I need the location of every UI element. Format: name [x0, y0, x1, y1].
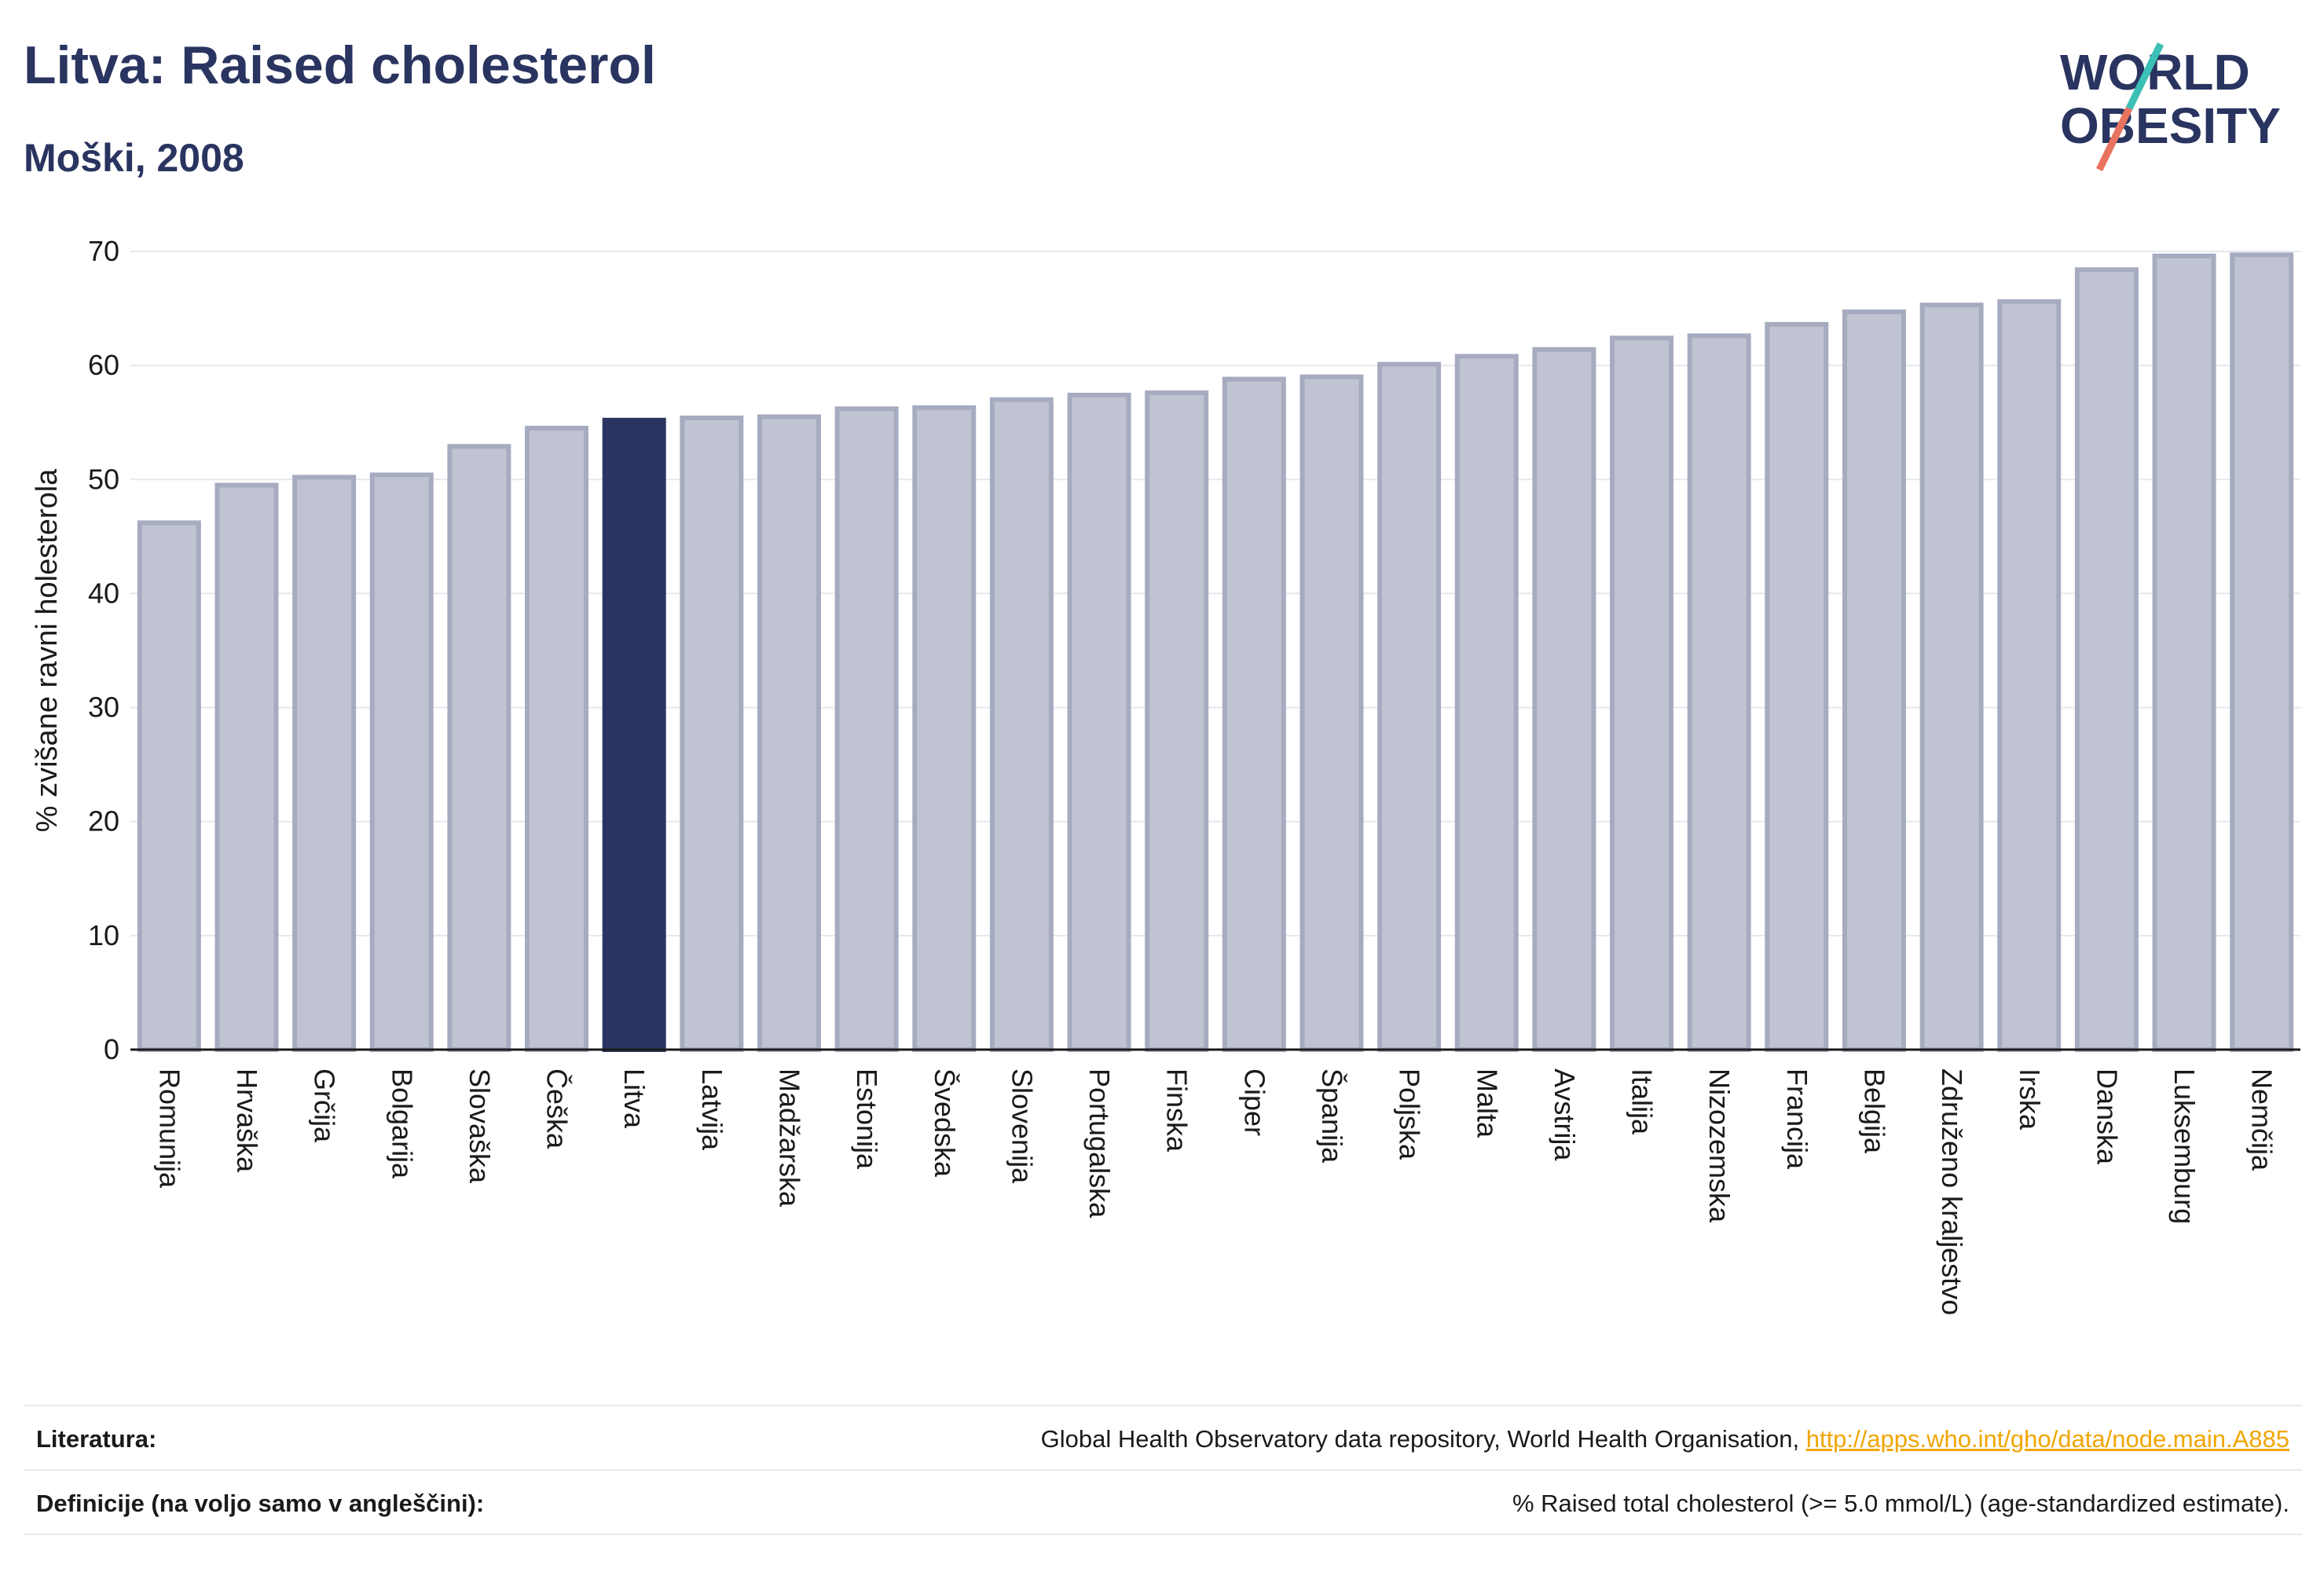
bar [2230, 252, 2294, 1052]
x-tick-label: Združeno kraljestvo [1936, 1068, 1968, 1315]
bar [1454, 354, 1519, 1052]
logo-slash-teal [2125, 42, 2165, 110]
bar [525, 425, 589, 1052]
page-title: Litva: Raised cholesterol [24, 35, 656, 95]
source-label: Literatura: [36, 1425, 157, 1453]
bar [2152, 253, 2216, 1052]
x-tick-label: Slovaška [464, 1068, 496, 1184]
x-tick-label: Poljska [1394, 1068, 1426, 1160]
x-tick-label: Latvija [696, 1068, 728, 1151]
y-tick-label: 20 [88, 805, 119, 837]
x-tick-label: Portugalska [1083, 1068, 1116, 1219]
definition-label: Definicije (na voljo samo v angleščini): [36, 1490, 485, 1517]
source-text: Global Health Observatory data repositor… [1040, 1425, 1800, 1453]
bar [1145, 390, 1209, 1052]
x-tick-label: Bolgarija [386, 1068, 418, 1179]
bar [214, 482, 279, 1052]
y-tick-label: 40 [88, 577, 119, 609]
x-tick-label: Češka [541, 1068, 574, 1149]
footer-rule-bottom [24, 1534, 2302, 1535]
bar [912, 405, 977, 1052]
x-tick-label: Slovenija [1006, 1068, 1038, 1184]
x-tick-label: Luksemburg [2168, 1068, 2201, 1224]
x-tick-label: Litva [618, 1068, 651, 1129]
bar [602, 417, 666, 1052]
bar [2074, 267, 2139, 1053]
y-tick-label: 60 [88, 349, 119, 381]
x-tick-label: Malta [1471, 1068, 1503, 1138]
x-tick-label: Francija [1781, 1068, 1813, 1170]
y-tick-label: 0 [104, 1033, 119, 1065]
bar [834, 406, 899, 1052]
x-tick-label: Irska [2014, 1068, 2046, 1131]
x-tick-label: Danska [2091, 1068, 2123, 1165]
bar [1842, 309, 1906, 1052]
bar [1997, 299, 2062, 1052]
x-tick-label: Estonija [851, 1068, 883, 1170]
x-tick-label: Španija [1316, 1068, 1348, 1164]
source-link[interactable]: http://apps.who.int/gho/data/node.main.A… [1805, 1425, 2289, 1453]
y-tick-label: 30 [88, 691, 119, 724]
bar [1222, 376, 1286, 1052]
bar [292, 475, 357, 1052]
world-obesity-logo: WORLD OBESITY [2060, 42, 2281, 171]
bar [369, 472, 434, 1052]
bar [989, 397, 1054, 1052]
x-tick-label: Avstrija [1549, 1068, 1581, 1161]
definition-text: % Raised total cholesterol (>= 5.0 mmol/… [1512, 1490, 2289, 1517]
logo-line2: OBESITY [2060, 97, 2281, 154]
y-axis-label: % zvišane ravni holesterola [31, 468, 64, 832]
page-subtitle: Moški, 2008 [24, 136, 244, 180]
x-tick-label: Nemčija [2246, 1068, 2278, 1171]
bar [1610, 335, 1674, 1052]
x-tick-label: Romunija [153, 1068, 185, 1189]
source-value: Global Health Observatory data repositor… [1041, 1425, 2289, 1453]
x-tick-label: Grčija [309, 1068, 341, 1143]
x-tick-label: Belgija [1858, 1068, 1890, 1154]
bar [1687, 333, 1751, 1052]
bar [1377, 361, 1442, 1053]
bar-chart: 0 10 20 30 40 50 60 70 % zvišane ravni holestero… [31, 235, 2300, 1315]
x-tick-label: Ciper [1238, 1068, 1270, 1136]
footer-rule-mid [24, 1469, 2302, 1471]
bar [1532, 346, 1596, 1052]
y-tick-label: 50 [88, 463, 119, 495]
bar [447, 444, 511, 1052]
x-tick-label: Finska [1161, 1068, 1193, 1153]
x-tick-label: Hrvaška [231, 1068, 263, 1173]
x-tick-label: Švedska [929, 1068, 961, 1178]
bar [1299, 374, 1364, 1052]
bar [137, 520, 201, 1052]
bar [757, 414, 821, 1052]
bar [1919, 302, 1984, 1052]
bar [1765, 321, 1829, 1052]
bar [1067, 392, 1131, 1052]
x-tick-label: Madžarska [773, 1068, 805, 1208]
y-tick-label: 10 [88, 919, 119, 951]
logo-slash-coral [2095, 107, 2133, 171]
x-tick-label: Italija [1626, 1068, 1659, 1135]
bar [680, 415, 744, 1052]
x-tick-label: Nizozemska [1703, 1068, 1736, 1223]
y-tick-label: 70 [88, 235, 119, 267]
footer-rule-top [24, 1405, 2302, 1406]
